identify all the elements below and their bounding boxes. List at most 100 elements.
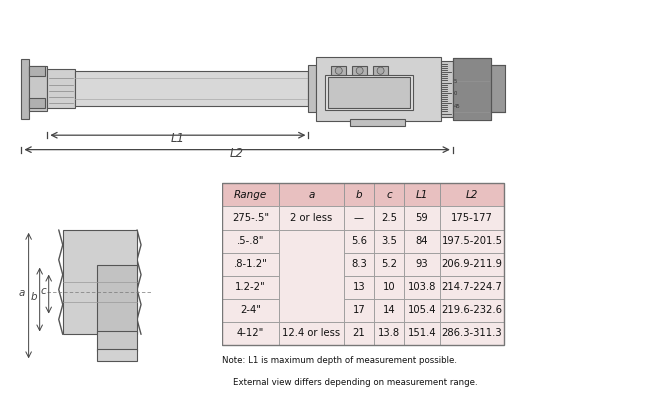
Text: 84: 84 <box>415 236 428 246</box>
Text: 275-.5": 275-.5" <box>232 213 269 223</box>
Bar <box>328 77 410 109</box>
Text: 3.5: 3.5 <box>381 236 397 246</box>
Bar <box>279 183 344 206</box>
Text: 4-12": 4-12" <box>237 328 264 338</box>
Text: External view differs depending on measurement range.: External view differs depending on measu… <box>233 378 477 387</box>
Text: 93: 93 <box>415 259 428 269</box>
Bar <box>374 299 404 322</box>
Bar <box>63 230 137 335</box>
Bar <box>344 299 374 322</box>
Circle shape <box>377 67 384 74</box>
Text: 2 or less: 2 or less <box>290 213 332 223</box>
Text: 286.3-311.3: 286.3-311.3 <box>441 328 502 338</box>
Bar <box>353 66 367 75</box>
Text: Range: Range <box>234 190 267 200</box>
Text: 45: 45 <box>454 104 460 109</box>
Text: 219.6-232.6: 219.6-232.6 <box>441 305 502 315</box>
Text: 2-4": 2-4" <box>240 305 261 315</box>
Bar <box>439 299 504 322</box>
Bar <box>439 276 504 299</box>
Text: a: a <box>308 190 315 200</box>
Text: L1: L1 <box>171 132 185 145</box>
Text: 214.7-224.7: 214.7-224.7 <box>441 282 502 292</box>
Bar <box>439 253 504 276</box>
Bar <box>374 253 404 276</box>
Bar <box>97 331 137 351</box>
Bar <box>279 322 344 345</box>
Bar <box>404 253 439 276</box>
Bar <box>222 230 279 253</box>
Bar <box>29 98 45 109</box>
Text: 103.8: 103.8 <box>407 282 436 292</box>
Bar <box>404 322 439 345</box>
Bar <box>308 65 317 113</box>
Text: c: c <box>41 286 46 296</box>
Text: a: a <box>18 288 25 298</box>
Bar <box>22 59 29 119</box>
Bar <box>350 119 405 126</box>
Bar <box>222 299 279 322</box>
Bar <box>404 230 439 253</box>
Text: 175-177: 175-177 <box>451 213 493 223</box>
Bar <box>404 183 439 206</box>
Bar <box>439 206 504 230</box>
Bar <box>222 276 279 299</box>
Text: .5-.8": .5-.8" <box>237 236 264 246</box>
Text: 151.4: 151.4 <box>407 328 436 338</box>
Bar <box>374 206 404 230</box>
Text: 12.4 or less: 12.4 or less <box>283 328 340 338</box>
Bar <box>222 183 504 345</box>
Bar <box>222 322 279 345</box>
Text: 2.5: 2.5 <box>381 213 397 223</box>
Text: 5.6: 5.6 <box>351 236 367 246</box>
Text: 13.8: 13.8 <box>378 328 400 338</box>
Text: b: b <box>356 190 362 200</box>
Bar <box>374 276 404 299</box>
Text: 206.9-211.9: 206.9-211.9 <box>441 259 502 269</box>
Text: 197.5-201.5: 197.5-201.5 <box>441 236 502 246</box>
Bar <box>222 206 279 230</box>
Bar <box>344 230 374 253</box>
Text: L2: L2 <box>466 190 478 200</box>
Bar <box>222 253 279 276</box>
Text: 5.2: 5.2 <box>381 259 397 269</box>
Text: 0: 0 <box>454 91 457 97</box>
Bar <box>373 66 388 75</box>
Bar <box>97 265 137 335</box>
Bar <box>404 206 439 230</box>
Text: 8.3: 8.3 <box>351 259 367 269</box>
Text: 13: 13 <box>353 282 365 292</box>
Circle shape <box>336 67 342 74</box>
Text: L2: L2 <box>230 147 244 160</box>
Bar <box>374 183 404 206</box>
Bar <box>344 322 374 345</box>
Bar <box>439 183 504 206</box>
Text: 59: 59 <box>415 213 428 223</box>
Text: 21: 21 <box>353 328 365 338</box>
Text: .8-1.2": .8-1.2" <box>233 259 267 269</box>
Bar <box>439 230 504 253</box>
Bar <box>374 322 404 345</box>
Bar <box>317 57 441 121</box>
Bar <box>344 253 374 276</box>
Bar <box>332 66 346 75</box>
Text: b: b <box>30 291 37 302</box>
Text: 105.4: 105.4 <box>407 305 436 315</box>
Bar <box>404 299 439 322</box>
Bar <box>279 206 344 230</box>
Bar <box>453 58 490 120</box>
Bar <box>97 349 137 361</box>
Text: L1: L1 <box>415 190 428 200</box>
Bar <box>453 58 490 120</box>
Text: 5: 5 <box>454 79 457 84</box>
Bar <box>47 69 75 109</box>
Bar <box>344 276 374 299</box>
Text: —: — <box>354 213 364 223</box>
Bar <box>29 66 45 76</box>
Bar <box>439 322 504 345</box>
Text: c: c <box>386 190 392 200</box>
Bar <box>222 183 279 206</box>
Text: Note: L1 is maximum depth of measurement possible.: Note: L1 is maximum depth of measurement… <box>222 356 457 365</box>
Bar <box>344 206 374 230</box>
Bar <box>279 230 344 322</box>
